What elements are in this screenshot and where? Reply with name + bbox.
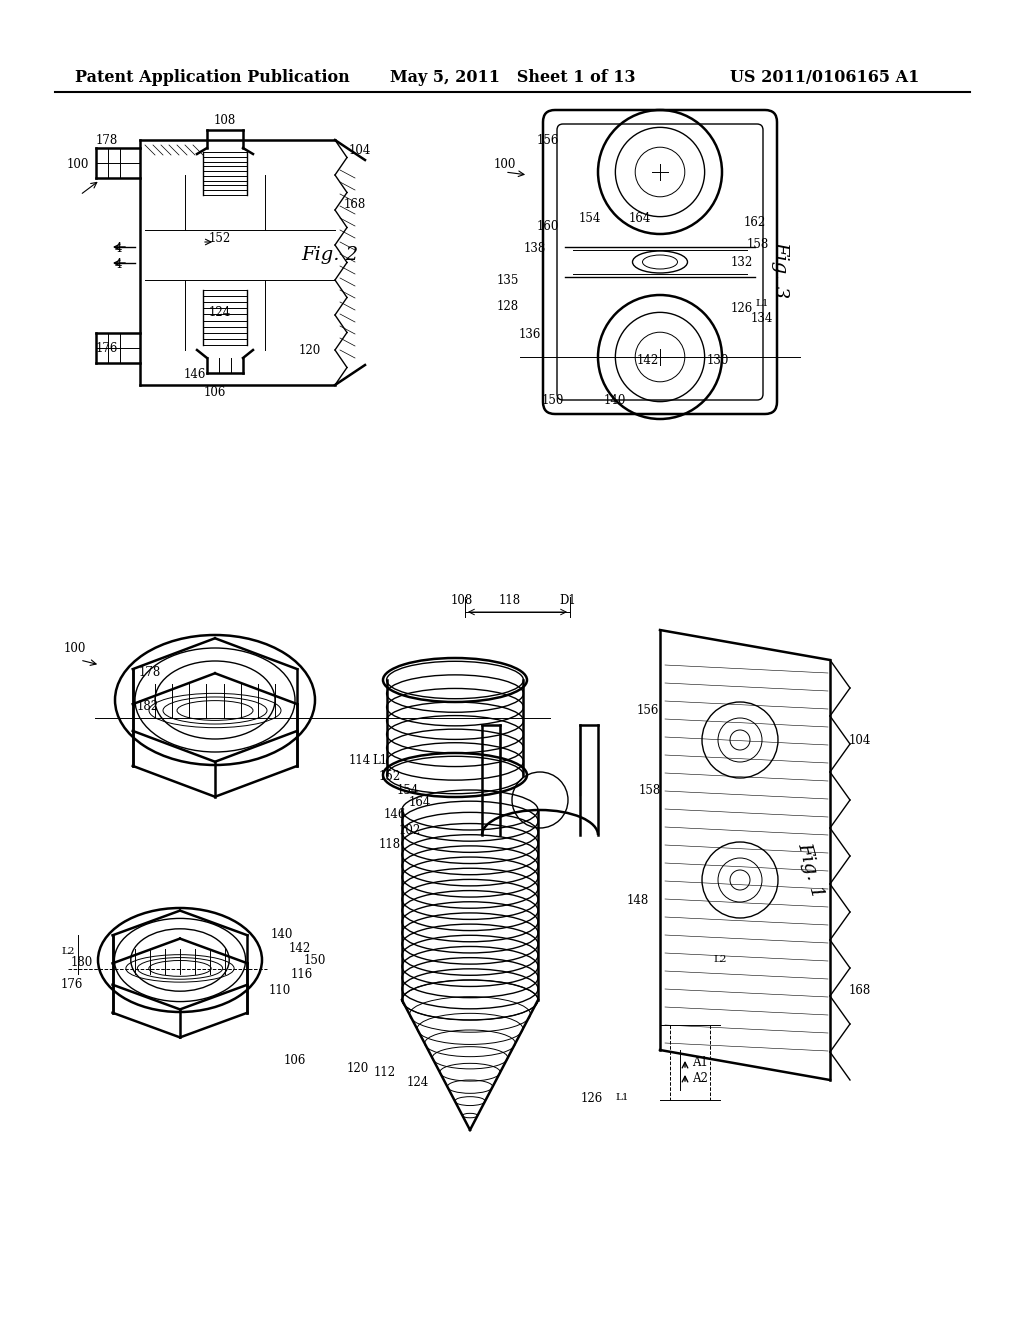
Text: 162: 162 — [743, 215, 766, 228]
Text: A1: A1 — [692, 1056, 708, 1068]
Text: 142: 142 — [637, 354, 659, 367]
Text: 180: 180 — [71, 956, 93, 969]
Text: 168: 168 — [344, 198, 367, 211]
Text: 135: 135 — [497, 273, 519, 286]
Text: 128: 128 — [497, 301, 519, 314]
Text: 106: 106 — [284, 1053, 306, 1067]
Text: 164: 164 — [629, 211, 651, 224]
Text: 178: 178 — [139, 665, 161, 678]
Text: 152: 152 — [379, 770, 401, 783]
Text: 134: 134 — [751, 312, 773, 325]
Text: 146: 146 — [384, 808, 407, 821]
Text: 154: 154 — [579, 211, 601, 224]
Text: 100: 100 — [63, 642, 86, 655]
Text: 120: 120 — [347, 1061, 369, 1074]
Text: 106: 106 — [204, 385, 226, 399]
Text: 114: 114 — [349, 754, 371, 767]
Text: 116: 116 — [291, 969, 313, 982]
Text: 158: 158 — [639, 784, 662, 796]
Text: D1: D1 — [560, 594, 577, 606]
Text: 118: 118 — [499, 594, 521, 606]
Text: 164: 164 — [409, 796, 431, 809]
Text: 150: 150 — [304, 953, 327, 966]
Text: 156: 156 — [637, 704, 659, 717]
Text: 140: 140 — [604, 393, 627, 407]
Text: 4: 4 — [115, 259, 122, 272]
Text: 130: 130 — [707, 354, 729, 367]
Text: 178: 178 — [96, 133, 118, 147]
Text: A2: A2 — [692, 1072, 708, 1085]
Text: 100: 100 — [494, 158, 516, 172]
Text: 142: 142 — [289, 941, 311, 954]
Text: 140: 140 — [270, 928, 293, 941]
Text: 132: 132 — [731, 256, 753, 269]
Text: 108: 108 — [451, 594, 473, 606]
Text: 136: 136 — [519, 329, 542, 342]
Text: 104: 104 — [849, 734, 871, 747]
Text: L2: L2 — [61, 948, 75, 957]
Text: Fig. 1: Fig. 1 — [794, 840, 826, 900]
Text: L1: L1 — [756, 300, 769, 308]
Text: May 5, 2011   Sheet 1 of 13: May 5, 2011 Sheet 1 of 13 — [390, 70, 636, 87]
Text: Fig. 2: Fig. 2 — [301, 246, 358, 264]
Text: 156: 156 — [537, 133, 559, 147]
Text: 118: 118 — [379, 837, 401, 850]
Text: 146: 146 — [184, 368, 206, 381]
Text: 112: 112 — [374, 1065, 396, 1078]
Text: 158: 158 — [746, 239, 769, 252]
Text: 150: 150 — [542, 393, 564, 407]
Text: 126: 126 — [731, 301, 753, 314]
Text: 102: 102 — [399, 824, 421, 837]
Text: 120: 120 — [299, 343, 322, 356]
Text: 100: 100 — [67, 158, 89, 172]
Text: 138: 138 — [524, 242, 546, 255]
Text: 160: 160 — [537, 219, 559, 232]
Text: 126: 126 — [581, 1092, 603, 1105]
Text: 182: 182 — [137, 700, 159, 713]
Text: Fig. 3: Fig. 3 — [771, 242, 790, 298]
Text: 124: 124 — [209, 305, 231, 318]
Text: 4: 4 — [115, 242, 122, 255]
Text: L1: L1 — [615, 1093, 629, 1102]
Text: Patent Application Publication: Patent Application Publication — [75, 70, 350, 87]
Text: 104: 104 — [349, 144, 371, 157]
Text: L1: L1 — [373, 754, 387, 767]
Text: 176: 176 — [96, 342, 118, 355]
Text: 124: 124 — [407, 1076, 429, 1089]
Text: L2: L2 — [714, 956, 727, 965]
Text: 168: 168 — [849, 983, 871, 997]
Text: 154: 154 — [397, 784, 419, 796]
Text: US 2011/0106165 A1: US 2011/0106165 A1 — [730, 70, 920, 87]
Text: 176: 176 — [60, 978, 83, 991]
Text: 108: 108 — [214, 114, 237, 127]
Text: 152: 152 — [209, 231, 231, 244]
Text: 110: 110 — [269, 983, 291, 997]
Text: 148: 148 — [627, 894, 649, 907]
